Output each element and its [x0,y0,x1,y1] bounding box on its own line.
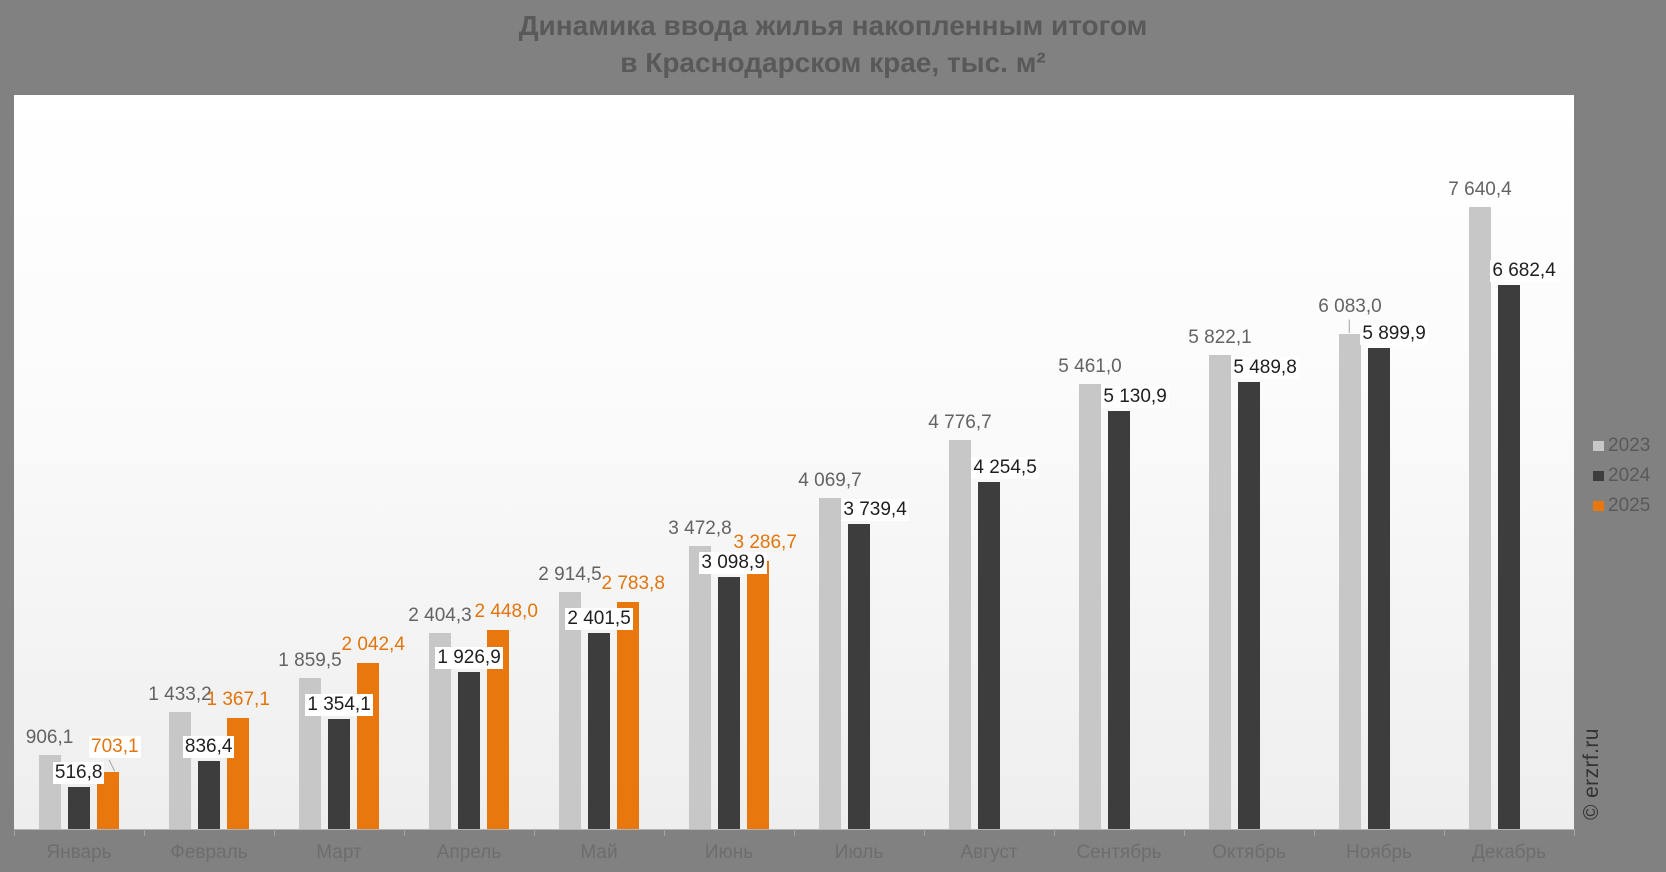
bar-2024-июнь [717,576,741,829]
bar-2024-сентябрь [1107,411,1131,829]
bar-2024-февраль [197,760,221,829]
x-axis-tick [1184,829,1185,836]
value-label-2023-март: 1 859,5 [278,649,342,671]
value-label-2023-апрель: 2 404,3 [408,605,472,627]
bar-2024-октябрь [1237,381,1261,829]
value-label-2023-октябрь: 5 822,1 [1188,326,1252,348]
bar-2025-май [616,602,640,829]
x-axis-tick [664,829,665,836]
value-label-2024-июнь: 3 098,9 [699,551,767,574]
value-label-2024-июль: 3 739,4 [841,499,909,522]
bar-2025-июнь [746,561,770,829]
x-axis-tick [1054,829,1055,836]
bar-2024-январь [67,786,91,829]
bar-2023-сентябрь [1078,384,1101,829]
bar-2023-июнь [688,546,711,829]
legend-item-2025: 2025 [1593,496,1650,516]
value-label-2025-июнь: 3 286,7 [733,532,797,554]
legend-swatch-2024 [1593,471,1604,481]
bar-2025-январь [96,771,120,829]
value-label-2023-декабрь: 7 640,4 [1448,178,1512,200]
month-label-11: Ноябрь [1346,842,1412,863]
bar-2024-март [327,718,351,829]
bar-2023-август [948,439,971,829]
value-label-2025-май: 2 783,8 [601,573,665,595]
bar-2023-декабрь [1468,206,1491,829]
x-axis-tick [794,829,795,836]
value-label-2023-май: 2 914,5 [538,563,602,585]
x-axis-tick [144,829,145,836]
x-axis-tick [1314,829,1315,836]
value-label-2024-январь: 516,8 [52,761,105,784]
legend-label-2023: 2023 [1608,435,1651,456]
value-label-2023-январь: 906,1 [25,727,74,749]
bar-2024-апрель [457,672,481,829]
value-label-2024-ноябрь: 5 899,9 [1360,323,1428,346]
legend-item-2024: 2024 [1593,466,1650,486]
bar-2023-октябрь [1208,354,1231,829]
value-label-2024-май: 2 401,5 [565,608,633,631]
bar-2024-август [977,482,1001,829]
month-label-1: Январь [46,842,112,863]
x-axis-tick [924,829,925,836]
watermark-erzrf: © erzrf.ru [1580,728,1603,820]
bar-2023-апрель [428,633,451,829]
x-axis-tick [534,829,535,836]
month-label-2: Февраль [170,842,248,863]
value-label-2024-октябрь: 5 489,8 [1231,356,1299,379]
value-label-2023-сентябрь: 5 461,0 [1058,356,1122,378]
month-label-5: Май [580,842,618,863]
legend-swatch-2025 [1593,501,1604,511]
value-label-2024-декабрь: 6 682,4 [1490,259,1558,282]
legend-label-2024: 2024 [1608,465,1651,486]
value-label-2025-март: 2 042,4 [341,633,405,655]
value-label-2023-февраль: 1 433,2 [148,684,212,706]
value-label-2025-январь: 703,1 [89,735,141,758]
x-axis-tick [14,829,15,836]
value-label-2025-апрель: 2 448,0 [474,600,538,622]
legend-item-2023: 2023 [1593,436,1650,456]
month-label-3: Март [316,842,362,863]
x-axis-tick [404,829,405,836]
value-label-2024-март: 1 354,1 [305,693,373,716]
month-label-4: Апрель [436,842,502,863]
month-label-10: Октябрь [1212,842,1286,863]
chart-title: Динамика ввода жилья накопленным итогом … [0,7,1666,81]
bar-2023-июль [818,497,841,829]
chart-title-line-2: в Краснодарском крае, тыс. м² [620,47,1046,78]
plot-area [14,95,1574,829]
value-label-2025-февраль: 1 367,1 [206,688,270,710]
legend-label-2025: 2025 [1608,495,1651,516]
value-label-2023-август: 4 776,7 [928,411,992,433]
value-label-2024-сентябрь: 5 130,9 [1101,386,1169,409]
x-axis-tick [1574,829,1575,836]
bar-2024-июль [847,524,871,829]
bar-2025-март [356,662,380,829]
chart-title-line-1: Динамика ввода жилья накопленным итогом [518,10,1148,41]
month-label-9: Сентябрь [1076,842,1162,863]
x-axis-tick [274,829,275,836]
bar-2023-май [558,591,581,829]
bar-2025-февраль [226,717,250,829]
month-label-12: Декабрь [1471,842,1547,863]
legend-swatch-2023 [1593,441,1604,451]
month-label-7: Июль [834,842,884,863]
value-label-2023-июнь: 3 472,8 [668,518,732,540]
bar-2024-май [587,633,611,829]
value-label-2024-август: 4 254,5 [971,457,1039,480]
month-label-6: Июнь [704,842,754,863]
month-label-8: Август [960,842,1018,863]
value-label-2023-ноябрь: 6 083,0 [1318,295,1382,317]
x-axis-tick [1444,829,1445,836]
bar-2023-февраль [168,712,191,829]
bar-2023-ноябрь [1338,333,1361,829]
bar-2024-ноябрь [1367,348,1391,829]
bar-2025-апрель [486,629,510,829]
bar-2024-декабрь [1497,284,1521,829]
value-label-2023-июль: 4 069,7 [798,469,862,491]
value-label-2024-апрель: 1 926,9 [435,647,503,670]
value-label-2024-февраль: 836,4 [182,735,235,758]
